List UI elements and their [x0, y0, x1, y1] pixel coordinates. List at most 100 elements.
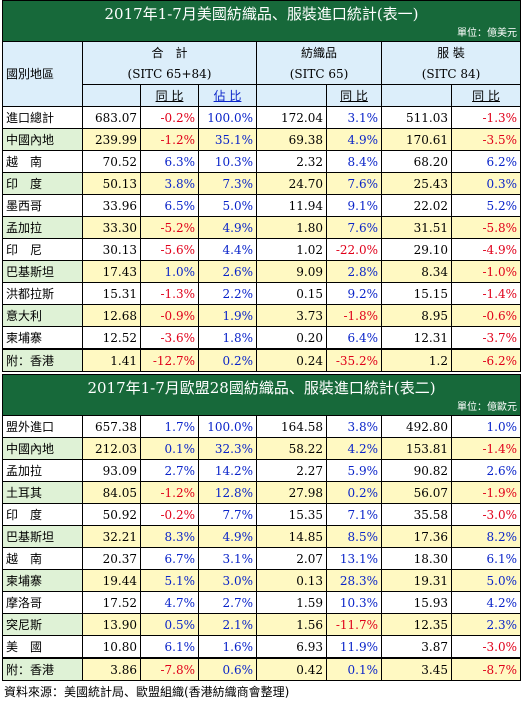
row-label: 進口總計 [2, 106, 83, 129]
cell-x-yoy: 7.1% [326, 503, 382, 526]
cell-app: 22.02 [381, 194, 452, 217]
table-row: 印 尼 30.13 -5.6% 4.4% 1.02 -22.0% 29.10 -4.9% [2, 238, 522, 261]
cell-x-yoy: 0.2% [326, 481, 382, 504]
cell-tex: 0.13 [256, 569, 327, 592]
cell-share: 1.6% [198, 635, 257, 659]
cell-total: 30.13 [82, 238, 141, 261]
cell-total: 17.43 [82, 260, 141, 283]
table-row: 孟加拉 33.30 -5.2% 4.9% 1.80 7.6% 31.51 -5.8% [2, 216, 522, 239]
cell-t-yoy: -1.2% [140, 128, 199, 151]
cell-tex: 14.85 [256, 525, 327, 548]
cell-share: 4.4% [198, 238, 257, 261]
share-header: 佔 比 [198, 84, 257, 107]
cell-x-yoy: 13.1% [326, 547, 382, 570]
cell-share: 3.0% [198, 569, 257, 592]
cell-t-yoy: -1.2% [140, 481, 199, 504]
cell-app: 15.15 [381, 282, 452, 305]
cell-x-yoy: 0.1% [326, 657, 382, 681]
cell-app: 492.80 [381, 415, 452, 438]
cell-a-yoy: -3.0% [451, 635, 521, 659]
cell-total: 212.03 [82, 437, 141, 460]
cell-share: 2.6% [198, 260, 257, 283]
cell-a-yoy: 8.2% [451, 525, 521, 548]
cell-a-yoy: -5.8% [450, 216, 522, 239]
cell-a-yoy: -1.0% [450, 260, 522, 283]
cell-t-yoy: -12.7% [140, 348, 199, 372]
row-label: 越 南 [2, 150, 83, 173]
cell-share: 2.1% [198, 613, 257, 636]
cell-x-yoy: -11.7% [326, 613, 382, 636]
cell-total: 1.41 [82, 348, 141, 372]
cell-t-yoy: -5.2% [140, 216, 199, 239]
row-label: 孟加拉 [2, 216, 83, 239]
cell-tex: 0.20 [256, 326, 327, 350]
table-row: 突尼斯 13.90 0.5% 2.1% 1.56 -11.7% 12.35 2.3% [2, 613, 521, 636]
table-row: 孟加拉 93.09 2.7% 14.2% 2.27 5.9% 90.82 2.6% [2, 459, 521, 482]
row-label: 突尼斯 [2, 613, 83, 636]
cell-app: 68.20 [381, 150, 452, 173]
cell-t-yoy: 0.1% [140, 437, 199, 460]
cell-a-yoy: 1.0% [451, 415, 521, 438]
row-label: 柬埔寨 [2, 569, 83, 592]
table2-unit: 單位：億歐元 [2, 401, 521, 416]
table-row: 意大利 12.68 -0.9% 1.9% 3.73 -1.8% 8.95 -0.6% [2, 304, 522, 327]
row-label: 洪都拉斯 [2, 282, 83, 305]
cell-x-yoy: -1.8% [326, 304, 382, 327]
cell-t-yoy: 8.3% [140, 525, 199, 548]
cell-total: 12.68 [82, 304, 141, 327]
cell-a-yoy: 6.1% [451, 547, 521, 570]
cell-total: 20.37 [82, 547, 141, 570]
row-label: 中國內地 [2, 437, 83, 460]
cell-t-yoy: -0.2% [140, 106, 199, 129]
cell-share: 12.8% [198, 481, 257, 504]
table-row: 柬埔寨 12.52 -3.6% 1.8% 0.20 6.4% 12.31 -3.7% [2, 326, 522, 350]
row-label: 孟加拉 [2, 459, 83, 482]
cell-tex: 0.15 [256, 282, 327, 305]
cell-share: 4.9% [198, 525, 257, 548]
cell-app: 3.45 [381, 657, 452, 681]
table-row: 中國內地 239.99 -1.2% 35.1% 69.38 4.9% 170.61 -3.5% [2, 128, 522, 151]
cell-app: 19.31 [381, 569, 452, 592]
cell-x-yoy: 3.8% [326, 415, 382, 438]
table-row: 摩洛哥 17.52 4.7% 2.7% 1.59 10.3% 15.93 4.2% [2, 591, 521, 614]
cell-share: 7.3% [198, 172, 257, 195]
cell-total: 10.80 [82, 635, 141, 659]
cell-t-yoy: -0.2% [140, 503, 199, 526]
row-label: 巴基斯坦 [2, 260, 83, 283]
cell-t-yoy: 1.0% [140, 260, 199, 283]
cell-a-yoy: -3.0% [451, 503, 521, 526]
cell-a-yoy: 5.2% [450, 194, 522, 217]
cell-t-yoy: 0.5% [140, 613, 199, 636]
region-header: 國別地區 [2, 41, 83, 107]
cell-tex: 11.94 [256, 194, 327, 217]
table-row: 附：香港 3.86 -7.8% 0.6% 0.42 0.1% 3.45 -8.7% [2, 657, 521, 681]
row-label: 盟外進口 [2, 415, 83, 438]
cell-t-yoy: -3.6% [140, 326, 199, 350]
cell-app: 90.82 [381, 459, 452, 482]
cell-a-yoy: -1.4% [450, 282, 522, 305]
total-header: 合 計 [82, 41, 257, 63]
cell-total: 3.86 [82, 657, 141, 681]
cell-a-yoy: 4.2% [451, 591, 521, 614]
cell-app: 8.34 [381, 260, 452, 283]
yoy-header-apparel: 同 比 [450, 84, 522, 107]
cell-total: 15.31 [82, 282, 141, 305]
cell-t-yoy: -5.6% [140, 238, 199, 261]
cell-tex: 1.56 [256, 613, 327, 636]
cell-t-yoy: 6.5% [140, 194, 199, 217]
cell-a-yoy: 6.2% [450, 150, 522, 173]
table-row: 美 國 10.80 6.1% 1.6% 6.93 11.9% 3.87 -3.0% [2, 635, 521, 659]
table-row: 墨西哥 33.96 6.5% 5.0% 11.94 9.1% 22.02 5.2% [2, 194, 522, 217]
row-label: 附：香港 [2, 348, 83, 372]
row-label: 巴基斯坦 [2, 525, 83, 548]
cell-tex: 24.70 [256, 172, 327, 195]
table-row: 印 度 50.92 -0.2% 7.7% 15.35 7.1% 35.58 -3.0% [2, 503, 521, 526]
cell-tex: 1.80 [256, 216, 327, 239]
table1-title: 2017年1-7月美國紡織品、服裝進口統計(表一) [1, 0, 522, 27]
cell-x-yoy: 9.1% [326, 194, 382, 217]
cell-app: 511.03 [381, 106, 452, 129]
table-row: 巴基斯坦 32.21 8.3% 4.9% 14.85 8.5% 17.36 8.2% [2, 525, 521, 548]
row-label: 印 尼 [2, 238, 83, 261]
cell-total: 683.07 [82, 106, 141, 129]
cell-total: 12.52 [82, 326, 141, 350]
